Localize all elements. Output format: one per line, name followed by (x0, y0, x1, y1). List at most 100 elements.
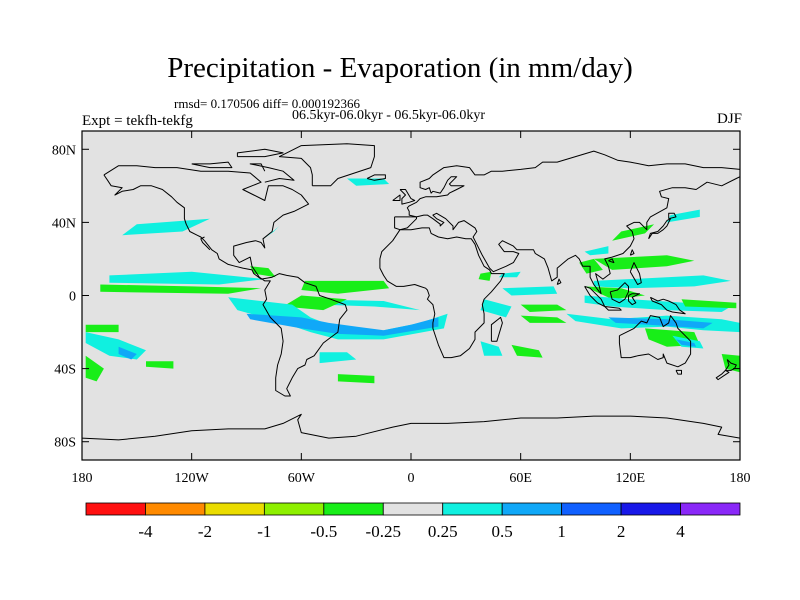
coastline-26 (724, 359, 737, 371)
coastline-5 (236, 148, 284, 158)
anomaly-region-21 (520, 304, 567, 312)
colorbar-swatch-10 (680, 502, 741, 516)
anomaly-region-10 (85, 355, 104, 382)
x-tick-label-2: 60W (288, 471, 316, 486)
anomaly-region-20 (511, 344, 543, 358)
colorbar: -4 -2 -1 -0.5 -0.25 0.25 0.5 1 2 4 (85, 502, 741, 541)
x-tick-label-6: 180 (730, 471, 751, 486)
anomaly-region-35 (584, 246, 609, 256)
coastline-6 (366, 174, 386, 181)
anomaly-region-9 (118, 346, 137, 360)
experiment-text: Expt = tekfh-tekfg (82, 113, 193, 129)
colorbar-swatch-7 (501, 502, 563, 516)
anomaly-regions (85, 178, 740, 384)
anomaly-region-31 (579, 258, 603, 274)
season-text: DJF (716, 111, 742, 127)
coastline-10 (379, 227, 505, 359)
coastline-12 (406, 150, 740, 295)
coastline-0 (103, 165, 348, 397)
coastline-14 (668, 212, 677, 220)
coastline-7 (399, 189, 416, 205)
anomaly-region-23 (520, 315, 567, 323)
x-tick-label-0: 180 (72, 471, 93, 486)
anomaly-region-16 (250, 266, 276, 278)
anomaly-region-30 (593, 275, 731, 289)
colorbar-swatch-3 (263, 502, 325, 516)
y-axis: 80N 40N 0 40S 80S (52, 143, 740, 451)
coastline-24 (618, 315, 692, 368)
x-tick-label-3: 0 (408, 471, 415, 486)
anomaly-region-25 (608, 317, 713, 329)
y-tick-label-4: 80S (54, 436, 76, 451)
colorbar-label-4: -0.25 (366, 522, 401, 541)
coastline-4 (191, 161, 233, 169)
coastline-28 (82, 413, 740, 441)
chart-title: Precipitation - Evaporation (in mm/day) (167, 52, 633, 84)
x-tick-label-5: 120E (616, 471, 646, 486)
anomaly-region-19 (480, 341, 503, 356)
y-tick-label-1: 40N (52, 216, 76, 231)
coastline-9 (394, 216, 417, 231)
coastline-2 (278, 143, 375, 187)
anomaly-region-17 (347, 178, 390, 186)
colorbar-label-5: 0.25 (428, 522, 458, 541)
coastline-15 (629, 249, 635, 256)
anomaly-region-29 (593, 255, 695, 270)
y-tick-label-2: 0 (69, 290, 76, 305)
colorbar-swatch-4 (323, 502, 384, 516)
anomaly-region-14 (122, 218, 210, 236)
colorbar-label-2: -1 (257, 522, 271, 541)
y-tick-label-3: 40S (54, 363, 76, 378)
anomaly-region-7 (85, 324, 119, 333)
coastline-23 (629, 262, 642, 285)
coastline-20 (609, 282, 629, 304)
colorbar-label-7: 1 (557, 522, 566, 541)
colorbar-label-6: 0.5 (492, 522, 513, 541)
coastlines (82, 143, 740, 441)
coastline-8 (392, 194, 401, 201)
y-tick-label-0: 80N (52, 143, 76, 158)
anomaly-region-39 (498, 271, 521, 278)
colorbar-label-3: -0.5 (310, 522, 337, 541)
stats-text: rmsd= 0.170506 diff= 0.000192366 (174, 96, 360, 111)
coastline-11 (490, 316, 503, 342)
anomaly-region-37 (666, 209, 700, 223)
coastline-19 (604, 306, 622, 311)
coastline-3 (249, 163, 295, 183)
anomaly-region-18 (480, 299, 512, 318)
anomaly-region-11 (146, 361, 174, 369)
anomaly-region-33 (584, 295, 731, 312)
anomaly-region-22 (502, 286, 558, 296)
colorbar-swatch-5 (382, 502, 444, 516)
coastline-25 (675, 369, 682, 375)
colorbar-label-1: -2 (198, 522, 212, 541)
colorbar-swatch-2 (204, 502, 265, 516)
colorbar-swatch-8 (561, 502, 622, 516)
periods-text: 06.5kyr-06.0kyr - 06.5kyr-06.0kyr (292, 108, 486, 123)
coastline-1 (200, 236, 211, 251)
colorbar-label-0: -4 (138, 522, 153, 541)
x-axis: 180 120W 60W 0 60E 120E 180 (72, 131, 751, 486)
x-tick-label-4: 60E (509, 471, 532, 486)
anomaly-region-1 (100, 284, 262, 294)
coastline-27 (715, 369, 730, 381)
coastline-16 (608, 258, 615, 264)
colorbar-swatch-6 (442, 502, 503, 516)
coastline-21 (628, 293, 640, 306)
anomaly-region-2 (301, 280, 390, 294)
colorbar-label-8: 2 (617, 522, 626, 541)
anomaly-region-36 (612, 224, 655, 241)
anomaly-region-12 (319, 352, 357, 364)
anomaly-region-40 (478, 271, 492, 281)
colorbar-label-9: 4 (676, 522, 685, 541)
anomaly-region-0 (109, 271, 265, 285)
anomaly-region-6 (246, 313, 439, 336)
coastline-17 (556, 278, 562, 285)
colorbar-swatch-0 (85, 502, 146, 516)
colorbar-swatch-1 (145, 502, 206, 516)
anomaly-region-13 (337, 374, 375, 384)
coastline-22 (649, 296, 686, 315)
anomaly-region-34 (681, 299, 737, 309)
colorbar-swatch-9 (620, 502, 681, 516)
